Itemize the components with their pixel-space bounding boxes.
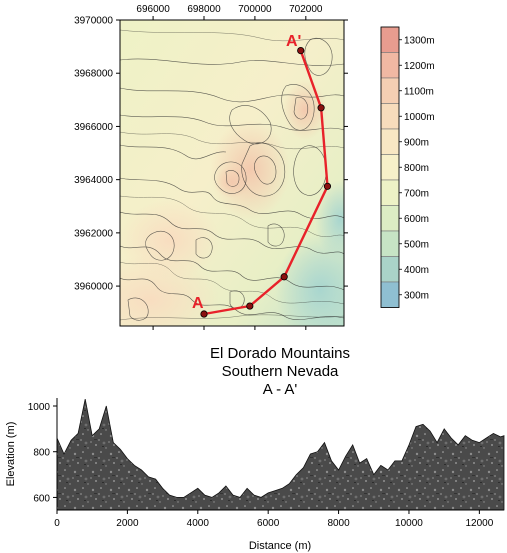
profile-area [56, 399, 505, 511]
legend-frame [380, 26, 400, 308]
y-tick-label: 1000 [28, 402, 51, 413]
figure-title: El Dorado Mountains Southern Nevada A - … [210, 345, 350, 398]
map-y-tick-label: 3960000 [74, 282, 113, 293]
legend-label: 700m [404, 188, 429, 199]
legend-swatch [380, 281, 400, 308]
legend-label: 1000m [404, 112, 435, 123]
profile-node [246, 302, 254, 310]
legend-swatch [380, 128, 400, 155]
x-tick-label: 0 [54, 518, 60, 529]
contour-map: 696000 698000 700000 702000 3970000 3968000 39… [74, 4, 348, 330]
legend-swatch [380, 52, 400, 79]
map-x-tick-label: 698000 [187, 4, 221, 15]
x-axis-title: Distance (m) [249, 540, 311, 552]
legend-label: 1200m [404, 61, 435, 72]
legend-label: 400m [404, 265, 429, 276]
map-y-tick-label: 3962000 [74, 228, 113, 239]
map-x-tick-label: 702000 [289, 4, 323, 15]
title-line-3: A - A' [263, 381, 298, 398]
legend-swatch [380, 205, 400, 232]
y-axis-title: Elevation (m) [5, 422, 17, 487]
profile-line [203, 50, 329, 316]
map-y-tick-label: 3968000 [74, 69, 113, 80]
map-y-tick-label: 3970000 [74, 16, 113, 27]
profile-node [323, 182, 332, 190]
profile-node [280, 273, 288, 281]
x-tick-label: 10000 [395, 518, 423, 529]
legend-label: 1300m [404, 35, 435, 46]
legend-swatch [380, 77, 400, 104]
y-tick-label: 800 [33, 448, 50, 459]
x-tick-label: 8000 [327, 518, 350, 529]
legend-label: 800m [404, 163, 429, 174]
legend-swatch [380, 103, 400, 130]
chart-ticks: 0 2000 4000 6000 8000 10000 12000 600 800 1000 [28, 402, 494, 529]
legend-label: 600m [404, 214, 429, 225]
title-line-1: El Dorado Mountains [210, 345, 350, 362]
title-line-2: Southern Nevada [222, 363, 339, 380]
legend-swatch [380, 26, 400, 53]
map-y-tick-label: 3966000 [74, 122, 113, 133]
marker-a-label: A [192, 295, 204, 312]
elevation-profile-chart: 0 2000 4000 6000 8000 10000 12000 600 800 1000 Di… [5, 398, 505, 552]
legend-label: 1100m [404, 86, 434, 97]
legend-swatch [380, 230, 400, 257]
marker-a-prime-label: A' [286, 33, 301, 50]
y-tick-label: 600 [33, 493, 50, 504]
legend-swatch [380, 154, 400, 181]
legend-label: 900m [404, 137, 429, 148]
x-tick-label: 2000 [116, 518, 139, 529]
x-tick-label: 4000 [187, 518, 210, 529]
legend-label: 300m [404, 290, 429, 301]
legend-label: 500m [404, 239, 429, 250]
x-tick-label: 12000 [465, 518, 493, 529]
profile-node [297, 46, 305, 55]
x-tick-label: 6000 [257, 518, 280, 529]
map-ticks: 696000 698000 700000 702000 3970000 3968000 39… [74, 4, 348, 330]
map-x-tick-label: 700000 [238, 4, 272, 15]
map-x-tick-label: 696000 [136, 4, 170, 15]
profile-nodes [200, 46, 332, 318]
legend-swatch [380, 256, 400, 283]
profile-node [317, 104, 325, 112]
map-y-tick-label: 3964000 [74, 175, 113, 186]
legend-swatch [380, 179, 400, 206]
profile-node [200, 310, 208, 318]
elevation-legend: 1300m 1200m 1100m 1000m 900m 800m 700m 600m 500m… [380, 26, 435, 308]
